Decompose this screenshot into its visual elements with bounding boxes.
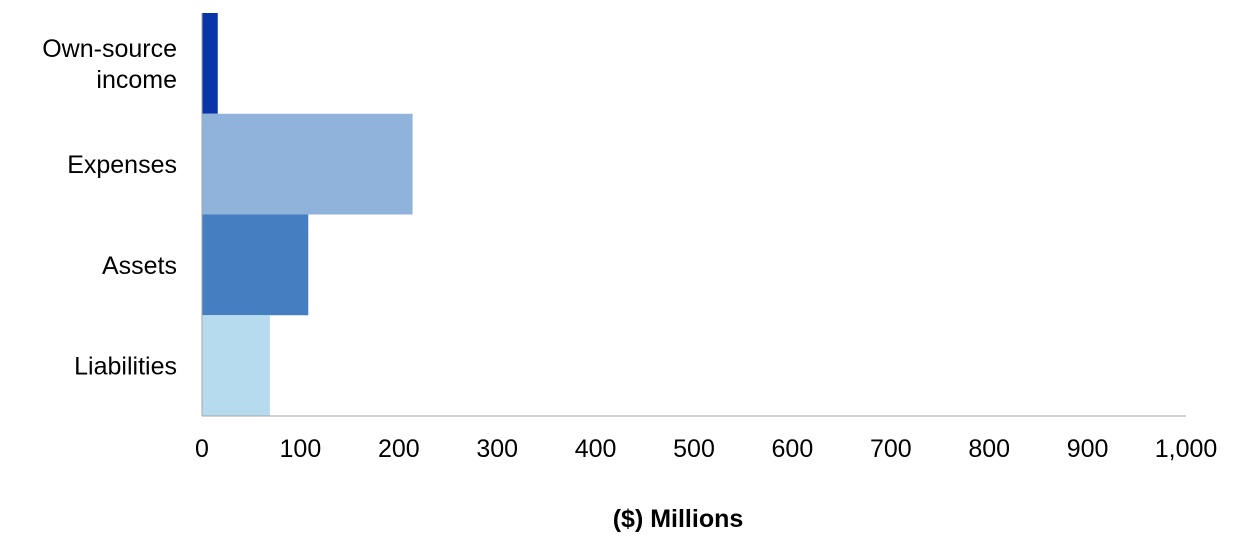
bar-1	[202, 113, 413, 215]
category-label-2: Assets	[102, 252, 177, 280]
x-axis-title: ($) Millions	[613, 505, 744, 533]
category-label-1: Expenses	[67, 151, 177, 179]
bars-group	[202, 13, 413, 416]
x-tick-label-1: 100	[280, 435, 322, 463]
category-label-3: Liabilities	[74, 353, 177, 381]
y-axis-labels: Own-source income Expenses Assets Liabilitie…	[42, 35, 177, 381]
x-tick-label-10: 1,000	[1155, 435, 1218, 463]
category-label-0: Own-source income	[42, 35, 177, 94]
x-tick-label-4: 400	[575, 435, 617, 463]
x-tick-label-0: 0	[195, 435, 209, 463]
bar-3	[202, 315, 270, 416]
x-axis-tick-labels: 0 100 200 300 400 500 600 700 800 900 1,000	[195, 435, 1217, 463]
x-tick-label-5: 500	[673, 435, 715, 463]
x-tick-label-9: 900	[1067, 435, 1109, 463]
axes-group	[201, 13, 1186, 417]
x-tick-label-3: 300	[476, 435, 518, 463]
x-tick-label-6: 600	[772, 435, 814, 463]
x-tick-label-8: 800	[968, 435, 1010, 463]
x-tick-label-2: 200	[378, 435, 420, 463]
bar-2	[202, 214, 309, 316]
bar-0	[202, 13, 218, 114]
x-tick-label-7: 700	[870, 435, 912, 463]
